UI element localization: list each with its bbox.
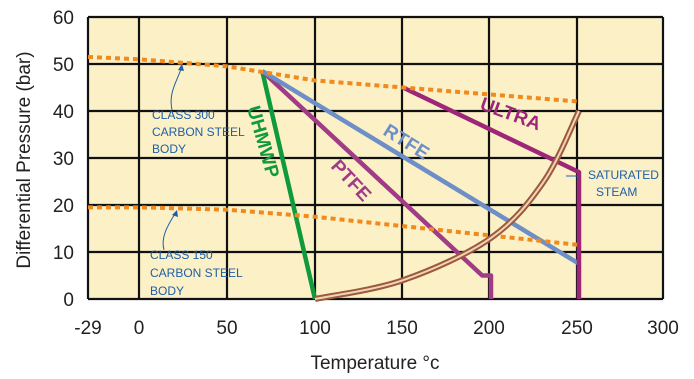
steam-annotation: SATURATED STEAM <box>566 168 659 199</box>
x-tick-label: 0 <box>134 318 145 339</box>
grid-lines <box>86 15 665 301</box>
class300-line2: CARBON STEEL <box>152 125 245 139</box>
uhmwp-series <box>260 70 318 300</box>
x-tick-label: 200 <box>473 318 505 339</box>
ultra-series <box>402 85 582 299</box>
x-tick-label: 300 <box>647 318 679 339</box>
y-tick-labels: 0 10 20 30 40 50 60 <box>53 8 74 311</box>
y-tick-label: 50 <box>53 55 74 76</box>
y-tick-label: 30 <box>53 149 74 170</box>
class-300-carbon-steel-body-series <box>87 54 580 104</box>
x-tick-label: 250 <box>561 318 593 339</box>
class150-line3: BODY <box>150 284 184 298</box>
ptfe-series <box>260 69 494 299</box>
class300-line3: BODY <box>152 142 186 156</box>
steam-line2: STEAM <box>596 185 637 199</box>
x-tick-label: 100 <box>299 318 331 339</box>
y-tick-label: 10 <box>53 243 74 264</box>
x-tick-label: -29 <box>74 318 101 339</box>
x-tick-label: 50 <box>216 318 237 339</box>
x-tick-labels: -29 0 50 100 150 200 250 300 <box>74 318 679 339</box>
y-tick-label: 0 <box>63 290 74 311</box>
class150-line1: CLASS 150 <box>150 248 213 262</box>
class150-line2: CARBON STEEL <box>150 266 243 280</box>
steam-line1: SATURATED <box>588 168 659 182</box>
class-150-carbon-steel-body-series <box>88 205 580 247</box>
series-layer <box>87 54 582 302</box>
x-tick-label: 150 <box>386 318 418 339</box>
y-tick-label: 40 <box>53 102 74 123</box>
class300-annotation: CLASS 300 CARBON STEEL BODY <box>152 64 245 156</box>
x-axis-label: Temperature °c <box>310 353 439 374</box>
rtfe-series <box>261 69 581 266</box>
class300-line1: CLASS 300 <box>152 108 215 122</box>
y-tick-label: 60 <box>53 8 74 29</box>
y-axis-label: Differential Pressure (bar) <box>14 51 35 268</box>
y-tick-label: 20 <box>53 196 74 217</box>
class150-annotation: CLASS 150 CARBON STEEL BODY <box>150 210 243 298</box>
